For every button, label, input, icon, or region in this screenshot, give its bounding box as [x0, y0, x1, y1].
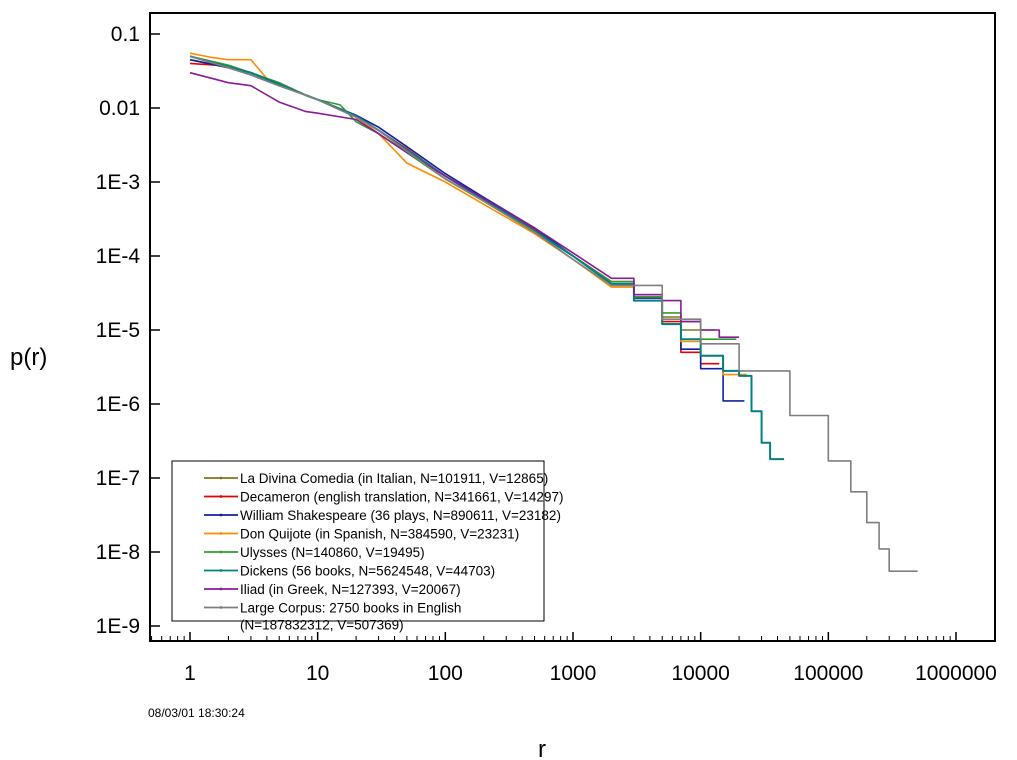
x-tick-label: 1	[184, 662, 196, 685]
legend-label: (N=187832312, V=507369)	[240, 618, 404, 633]
legend-marker	[219, 495, 223, 498]
x-axis: 1 10 100 1000 10000 100000 1000000	[151, 632, 997, 685]
legend: La Divina Comedia (in Italian, N=101911,…	[171, 460, 563, 633]
x-tick-label: 10	[306, 662, 329, 685]
y-tick-label: 1E-6	[96, 393, 140, 416]
series-line	[189, 55, 918, 572]
series-line	[189, 58, 716, 331]
y-tick-label: 0.1	[111, 23, 140, 46]
series-line	[189, 52, 747, 376]
y-axis: 1E-9 1E-8 1E-7 1E-6 1E-5 1E-4 1E-3 0.01 0.1	[96, 23, 160, 638]
timestamp: 08/03/01 18:30:24	[148, 706, 245, 720]
y-tick-label: 1E-8	[96, 541, 140, 564]
legend-marker	[219, 532, 223, 535]
legend-label: William Shakespeare (36 plays, N=890611,…	[240, 508, 561, 523]
x-tick-label: 1000	[550, 662, 597, 685]
legend-marker	[219, 513, 223, 517]
legend-marker	[219, 587, 223, 591]
series-layer	[189, 52, 918, 572]
legend-label: Don Quijote (in Spanish, N=384590, V=232…	[240, 527, 519, 542]
x-tick-label: 10000	[671, 662, 729, 685]
y-tick-label: 1E-7	[96, 467, 140, 490]
legend-marker	[219, 569, 223, 572]
y-tick-label: 1E-3	[96, 171, 140, 194]
series-line	[189, 62, 720, 365]
legend-marker	[219, 550, 223, 554]
y-tick-label: 0.01	[99, 97, 140, 120]
x-tick-label: 100	[428, 662, 463, 685]
series-line	[189, 58, 745, 402]
legend-label: Dickens (56 books, N=5624548, V=44703)	[240, 564, 495, 579]
legend-marker	[219, 476, 223, 480]
legend-label: Ulysses (N=140860, V=19495)	[240, 545, 425, 560]
y-tick-label: 1E-5	[96, 319, 140, 342]
x-axis-title: r	[538, 736, 546, 760]
x-tick-label: 1000000	[915, 662, 997, 685]
y-tick-label: 1E-4	[96, 245, 141, 268]
legend-marker	[219, 606, 223, 609]
legend-label: Iliad (in Greek, N=127393, V=20067)	[240, 582, 461, 597]
x-tick-label: 100000	[793, 662, 863, 685]
legend-label: La Divina Comedia (in Italian, N=101911,…	[240, 471, 548, 486]
y-axis-title: p(r)	[10, 344, 47, 371]
legend-box	[171, 460, 545, 622]
legend-label: Large Corpus: 2750 books in English	[240, 601, 461, 616]
series-line	[189, 55, 785, 461]
y-tick-label: 1E-9	[96, 615, 140, 638]
legend-label: Decameron (english translation, N=341661…	[240, 490, 563, 505]
